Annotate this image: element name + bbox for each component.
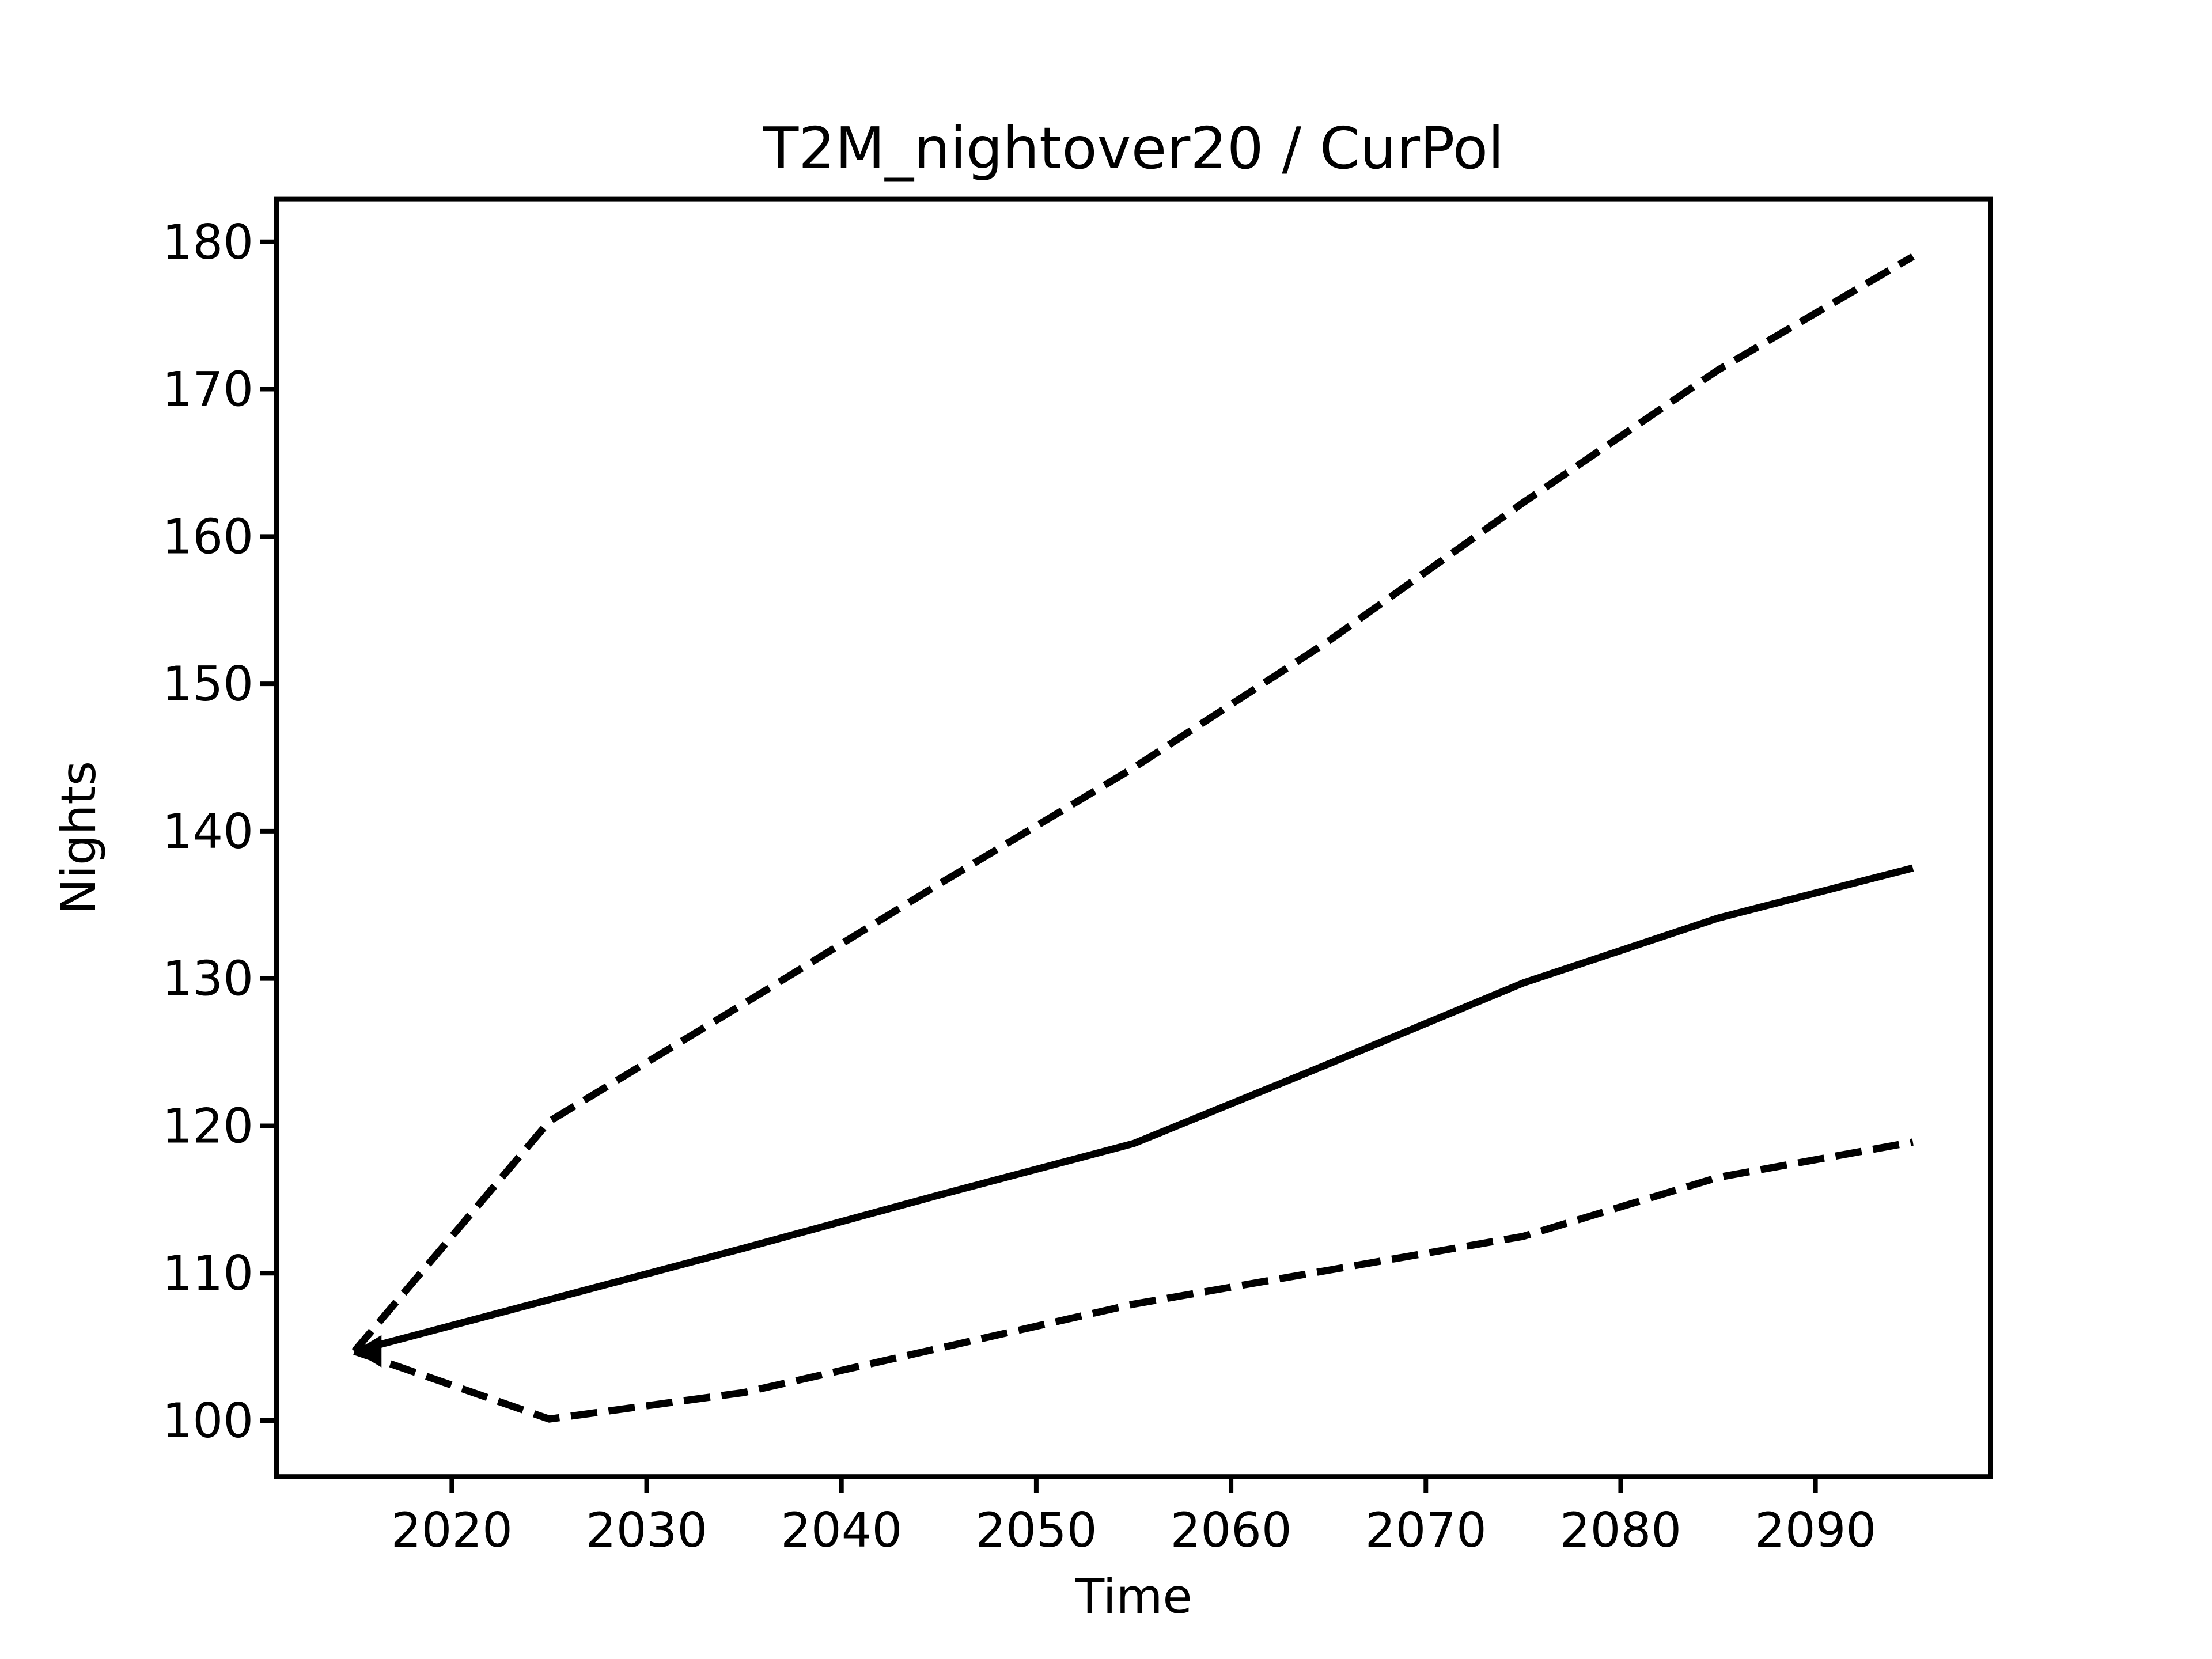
x-axis-label: Time xyxy=(1074,1569,1192,1624)
series-lower_bound-line xyxy=(353,1138,1914,1423)
x-tick-label: 2060 xyxy=(1170,1502,1291,1558)
axes-spines xyxy=(274,196,1993,1479)
series-upper_bound-line xyxy=(351,253,1915,1354)
x-tick-label: 2090 xyxy=(1755,1502,1876,1558)
y-tick-label: 150 xyxy=(162,656,253,712)
y-tick-label: 130 xyxy=(162,951,253,1007)
y-tick-label: 120 xyxy=(162,1098,253,1154)
y-tick-label: 160 xyxy=(162,509,253,565)
x-tick-label: 2050 xyxy=(975,1502,1097,1558)
y-tick-label: 180 xyxy=(162,214,253,270)
y-axis-label: Nights xyxy=(51,761,107,914)
series-median-line xyxy=(353,864,1914,1355)
x-tick-label: 2020 xyxy=(391,1502,513,1558)
plot-area: 2020 2030 2040 2050 2060 2070 2080 2090 100 110 12… xyxy=(162,196,1993,1558)
y-tick-label: 100 xyxy=(162,1393,253,1449)
y-tick-label: 140 xyxy=(162,804,253,859)
x-tick-label: 2030 xyxy=(586,1502,707,1558)
x-tick-label: 2070 xyxy=(1365,1502,1487,1558)
y-tick-label: 110 xyxy=(162,1245,253,1301)
chart-title: T2M_nightover20 / CurPol xyxy=(763,115,1504,182)
x-tick-label: 2080 xyxy=(1560,1502,1681,1558)
x-tick-label: 2040 xyxy=(781,1502,902,1558)
y-tick-label: 170 xyxy=(162,362,253,418)
